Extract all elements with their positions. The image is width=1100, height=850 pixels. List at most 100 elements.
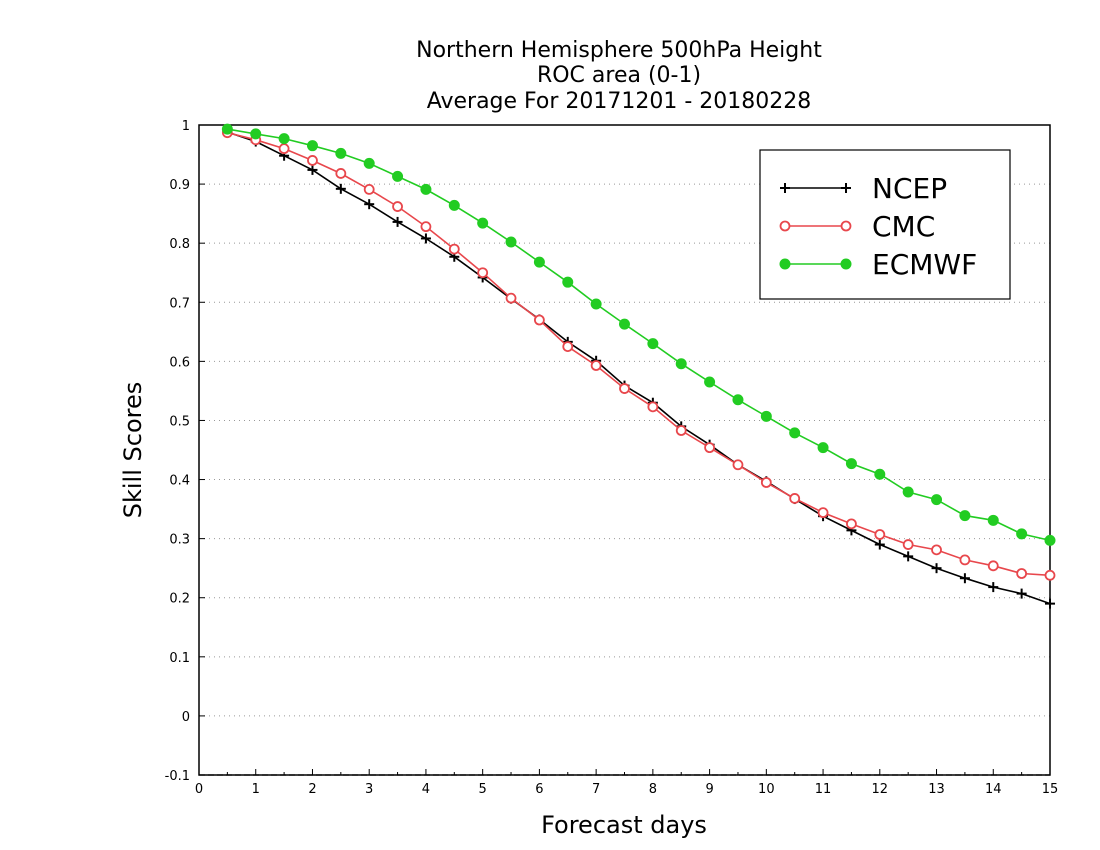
point-ecmwf-1 <box>250 128 262 140</box>
x-tick-label-6: 6 <box>535 782 543 797</box>
point-ecmwf-14 <box>619 318 630 330</box>
y-tick-label-10: 0.9 <box>169 178 190 193</box>
legend-item-ecmwf: ECMWF <box>779 248 977 281</box>
point-ecmwf-22 <box>845 458 857 470</box>
y-axis-ticks: -0.1 0 0.1 0.2 0.3 0.4 0.5 0.6 0.7 0.8 0.9 1 <box>165 119 205 784</box>
y-tick-label-2: 0.1 <box>169 651 190 666</box>
legend-marker-left-ecmwf <box>779 258 791 270</box>
point-cmc-9 <box>477 267 489 279</box>
x-tick-label-0: 0 <box>195 782 203 797</box>
x-tick-label-8: 8 <box>649 782 657 797</box>
point-cmc-8 <box>448 243 460 255</box>
point-ncep-25 <box>931 563 942 574</box>
y-tick-label-6: 0.5 <box>169 414 190 429</box>
chart-title-line-2: ROC area (0-1) <box>537 63 701 88</box>
point-cmc-6 <box>392 201 403 212</box>
point-cmc-15 <box>647 401 659 413</box>
point-cmc-29 <box>1044 569 1056 581</box>
point-ncep-5 <box>364 199 375 210</box>
point-ecmwf-26 <box>959 510 971 522</box>
legend-label-cmc: CMC <box>872 210 935 243</box>
point-cmc-28 <box>1016 568 1028 579</box>
y-tick-label-11: 1 <box>182 119 190 134</box>
legend-item-ncep: NCEP <box>780 172 947 205</box>
point-ecmwf-25 <box>931 494 943 506</box>
x-tick-label-11: 11 <box>815 782 832 797</box>
x-axis-ticks: 0 1 2 3 4 5 6 7 8 9 10 11 12 13 14 15 <box>195 769 1058 797</box>
point-ecmwf-13 <box>590 298 602 310</box>
chart-title-line-3: Average For 20171201 - 20180228 <box>427 89 812 114</box>
point-ecmwf-0 <box>221 123 233 135</box>
point-cmc-11 <box>534 314 545 326</box>
legend-marker-right-cmc <box>840 220 852 232</box>
point-ecmwf-11 <box>533 256 545 268</box>
point-cmc-24 <box>902 539 914 550</box>
point-ecmwf-21 <box>817 442 829 454</box>
point-ecmwf-9 <box>477 217 489 229</box>
point-ncep-4 <box>335 183 346 194</box>
legend-item-cmc: CMC <box>779 210 935 243</box>
point-ncep-28 <box>1016 588 1027 599</box>
legend: NCEP CMC ECMWF <box>759 149 1011 300</box>
point-ecmwf-8 <box>448 199 460 211</box>
point-cmc-4 <box>335 168 347 179</box>
legend-label-ncep: NCEP <box>872 172 947 205</box>
x-tick-label-14: 14 <box>985 782 1002 797</box>
y-tick-label-1: 0 <box>182 710 190 725</box>
x-tick-label-4: 4 <box>422 782 430 797</box>
point-cmc-25 <box>931 544 942 556</box>
x-tick-label-1: 1 <box>252 782 260 797</box>
point-ncep-6 <box>392 216 403 227</box>
point-cmc-16 <box>675 425 687 436</box>
point-cmc-19 <box>760 477 772 488</box>
x-axis-label: Forecast days <box>541 811 707 839</box>
x-tick-label-13: 13 <box>928 782 945 797</box>
point-ncep-24 <box>903 551 914 562</box>
y-tick-label-3: 0.2 <box>169 592 190 607</box>
x-tick-label-5: 5 <box>479 782 487 797</box>
point-cmc-3 <box>307 155 318 166</box>
point-ecmwf-12 <box>562 276 574 288</box>
point-cmc-13 <box>590 360 602 371</box>
point-ecmwf-16 <box>675 358 687 370</box>
point-cmc-2 <box>278 143 290 155</box>
point-ncep-3 <box>307 164 318 175</box>
point-ecmwf-17 <box>704 376 716 388</box>
point-ecmwf-20 <box>789 427 801 439</box>
point-ecmwf-24 <box>902 486 914 498</box>
x-tick-label-15: 15 <box>1042 782 1059 797</box>
series-line-ncep <box>227 131 1051 605</box>
point-ecmwf-10 <box>505 236 517 248</box>
x-tick-label-3: 3 <box>365 782 373 797</box>
point-ecmwf-29 <box>1044 534 1056 546</box>
legend-marker-right-ncep <box>841 183 851 193</box>
point-ecmwf-6 <box>392 170 404 182</box>
legend-marker-left-cmc <box>779 220 791 232</box>
point-ncep-23 <box>874 539 885 550</box>
point-ecmwf-19 <box>760 410 772 422</box>
y-tick-label-5: 0.4 <box>169 474 190 489</box>
series-cmc <box>221 127 1056 581</box>
y-tick-label-7: 0.6 <box>169 355 190 370</box>
y-axis-label: Skill Scores <box>119 382 147 519</box>
point-ecmwf-3 <box>306 140 318 152</box>
chart-title-line-1: Northern Hemisphere 500hPa Height <box>416 38 822 63</box>
point-cmc-26 <box>959 554 971 566</box>
point-cmc-17 <box>704 442 715 454</box>
point-cmc-20 <box>789 493 801 504</box>
point-cmc-12 <box>562 341 574 352</box>
legend-marker-right-ecmwf <box>840 258 852 270</box>
point-cmc-7 <box>420 221 432 233</box>
point-ecmwf-2 <box>278 133 290 145</box>
point-cmc-5 <box>363 184 375 195</box>
x-tick-label-10: 10 <box>758 782 775 797</box>
point-cmc-10 <box>505 292 517 304</box>
x-tick-label-7: 7 <box>592 782 600 797</box>
y-tick-label-9: 0.8 <box>169 237 190 252</box>
point-ncep-26 <box>959 573 970 584</box>
series-ecmwf <box>221 123 1056 546</box>
y-tick-label-8: 0.7 <box>169 296 190 311</box>
point-ecmwf-27 <box>987 514 999 526</box>
x-tick-label-12: 12 <box>872 782 889 797</box>
